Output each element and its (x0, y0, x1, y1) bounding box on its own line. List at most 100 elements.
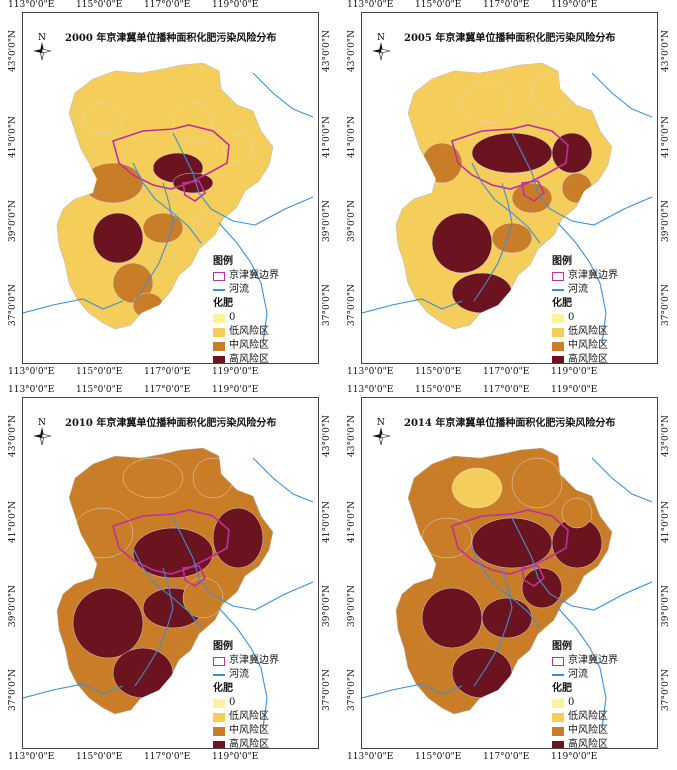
legend-label: 中风险区 (568, 725, 608, 736)
risk-zone (212, 507, 264, 569)
border-swatch (213, 271, 225, 281)
legend-item-class: 0 (213, 311, 279, 325)
risk-zone (561, 172, 593, 204)
lat-label: 37°0'0"N (347, 284, 357, 326)
map-frame: 2010 年京津冀单位播种面积化肥污染风险分布 N 图例 京津冀边界 (22, 397, 319, 749)
class-swatch (552, 327, 564, 337)
svg-text:N: N (38, 33, 46, 43)
risk-zone (551, 132, 593, 174)
risk-zone (172, 172, 214, 194)
svg-text:N: N (38, 418, 46, 428)
risk-zone (461, 82, 513, 124)
lat-label: 39°0'0"N (322, 585, 332, 627)
north-arrow-icon: N (368, 416, 394, 454)
river-line (557, 222, 607, 344)
map-frame: 2000 年京津冀单位播种面积化肥污染风险分布 N 图例 京津冀边界 (22, 12, 319, 364)
lat-label: 37°0'0"N (322, 284, 332, 326)
legend-label: 京津冀边界 (229, 655, 279, 666)
lat-label: 41°0'0"N (347, 116, 357, 158)
lon-label: 113°0'0"E (347, 385, 394, 395)
north-arrow-icon: N (29, 416, 55, 454)
river-line (218, 222, 268, 344)
river-line (557, 607, 607, 729)
river-line (252, 457, 314, 503)
class-swatch (213, 341, 225, 351)
lon-label: 115°0'0"E (76, 385, 123, 395)
lon-label: 119°0'0"E (551, 0, 598, 10)
legend-item-class: 0 (552, 311, 618, 325)
border-swatch (552, 271, 564, 281)
lat-label: 43°0'0"N (8, 415, 18, 457)
lon-label: 117°0'0"E (483, 385, 530, 395)
lat-label: 43°0'0"N (661, 30, 671, 72)
legend-item-class: 0 (552, 696, 618, 710)
legend-label: 0 (568, 312, 575, 323)
lon-label: 113°0'0"E (8, 385, 55, 395)
risk-map (23, 62, 314, 344)
risk-zone (471, 132, 553, 174)
risk-zone (471, 517, 553, 569)
legend: 图例 京津冀边界 河流 化肥 0 低风险区 (213, 255, 279, 364)
risk-zone (451, 647, 513, 699)
river-swatch (213, 289, 225, 291)
legend-item-class: 中风险区 (552, 339, 618, 353)
lat-label: 37°0'0"N (8, 284, 18, 326)
border-swatch (213, 656, 225, 666)
legend-label: 低风险区 (568, 711, 608, 722)
river-line (471, 547, 541, 629)
class-swatch (213, 355, 225, 363)
class-swatch (213, 327, 225, 337)
lat-label: 37°0'0"N (661, 669, 671, 711)
legend-title: 图例 (213, 641, 233, 652)
legend: 图例 京津冀边界 河流 化肥 0 低风险区 (213, 640, 279, 748)
lon-label: 119°0'0"E (551, 367, 598, 377)
legend-label: 高风险区 (229, 354, 269, 364)
map-title: 2000 年京津冀单位播种面积化肥污染风险分布 (65, 33, 277, 44)
legend-label: 河流 (568, 669, 588, 680)
lon-label: 113°0'0"E (8, 367, 55, 377)
risk-zone (222, 132, 254, 164)
north-arrow-icon: N (368, 31, 394, 69)
river-swatch (552, 674, 564, 676)
lat-label: 41°0'0"N (347, 501, 357, 543)
river-swatch (552, 289, 564, 291)
legend-title: 图例 (213, 256, 233, 267)
lon-label: 113°0'0"E (347, 367, 394, 377)
river-line (218, 607, 268, 729)
legend-label: 0 (229, 697, 236, 708)
risk-map (362, 62, 653, 344)
river-line (134, 182, 174, 302)
legend-title: 图例 (552, 641, 572, 652)
legend-item-class: 中风险区 (552, 724, 618, 738)
legend-label: 河流 (568, 284, 588, 295)
legend-item-river: 河流 (552, 283, 618, 297)
risk-zone (72, 587, 144, 659)
legend-label: 0 (568, 697, 575, 708)
risk-zone (421, 142, 463, 184)
lat-label: 39°0'0"N (347, 200, 357, 242)
legend-item-class: 低风险区 (213, 325, 279, 339)
map-panel: 113°0'0"E 115°0'0"E 117°0'0"E 119°0'0"E … (339, 385, 677, 770)
river-line (473, 182, 513, 302)
risk-zone (112, 262, 154, 304)
lat-label: 41°0'0"N (661, 501, 671, 543)
risk-zone (122, 457, 184, 499)
legend-item-class: 低风险区 (552, 710, 618, 724)
legend-item-class: 高风险区 (552, 353, 618, 363)
class-swatch (213, 313, 225, 323)
legend-label: 中风险区 (568, 340, 608, 351)
lat-label: 37°0'0"N (8, 669, 18, 711)
lon-label: 117°0'0"E (144, 367, 191, 377)
legend-fertilizer-title: 化肥 (552, 683, 572, 694)
river-line (252, 72, 314, 118)
lat-label: 43°0'0"N (322, 30, 332, 72)
legend-item-class: 0 (213, 696, 279, 710)
river-line (471, 162, 541, 244)
risk-zone (172, 102, 214, 144)
lon-label: 115°0'0"E (76, 0, 123, 10)
risk-zone (451, 272, 513, 314)
river-line (23, 298, 124, 314)
legend-label: 中风险区 (229, 725, 269, 736)
legend-label: 低风险区 (229, 711, 269, 722)
legend-item-border: 京津冀边界 (213, 269, 279, 283)
